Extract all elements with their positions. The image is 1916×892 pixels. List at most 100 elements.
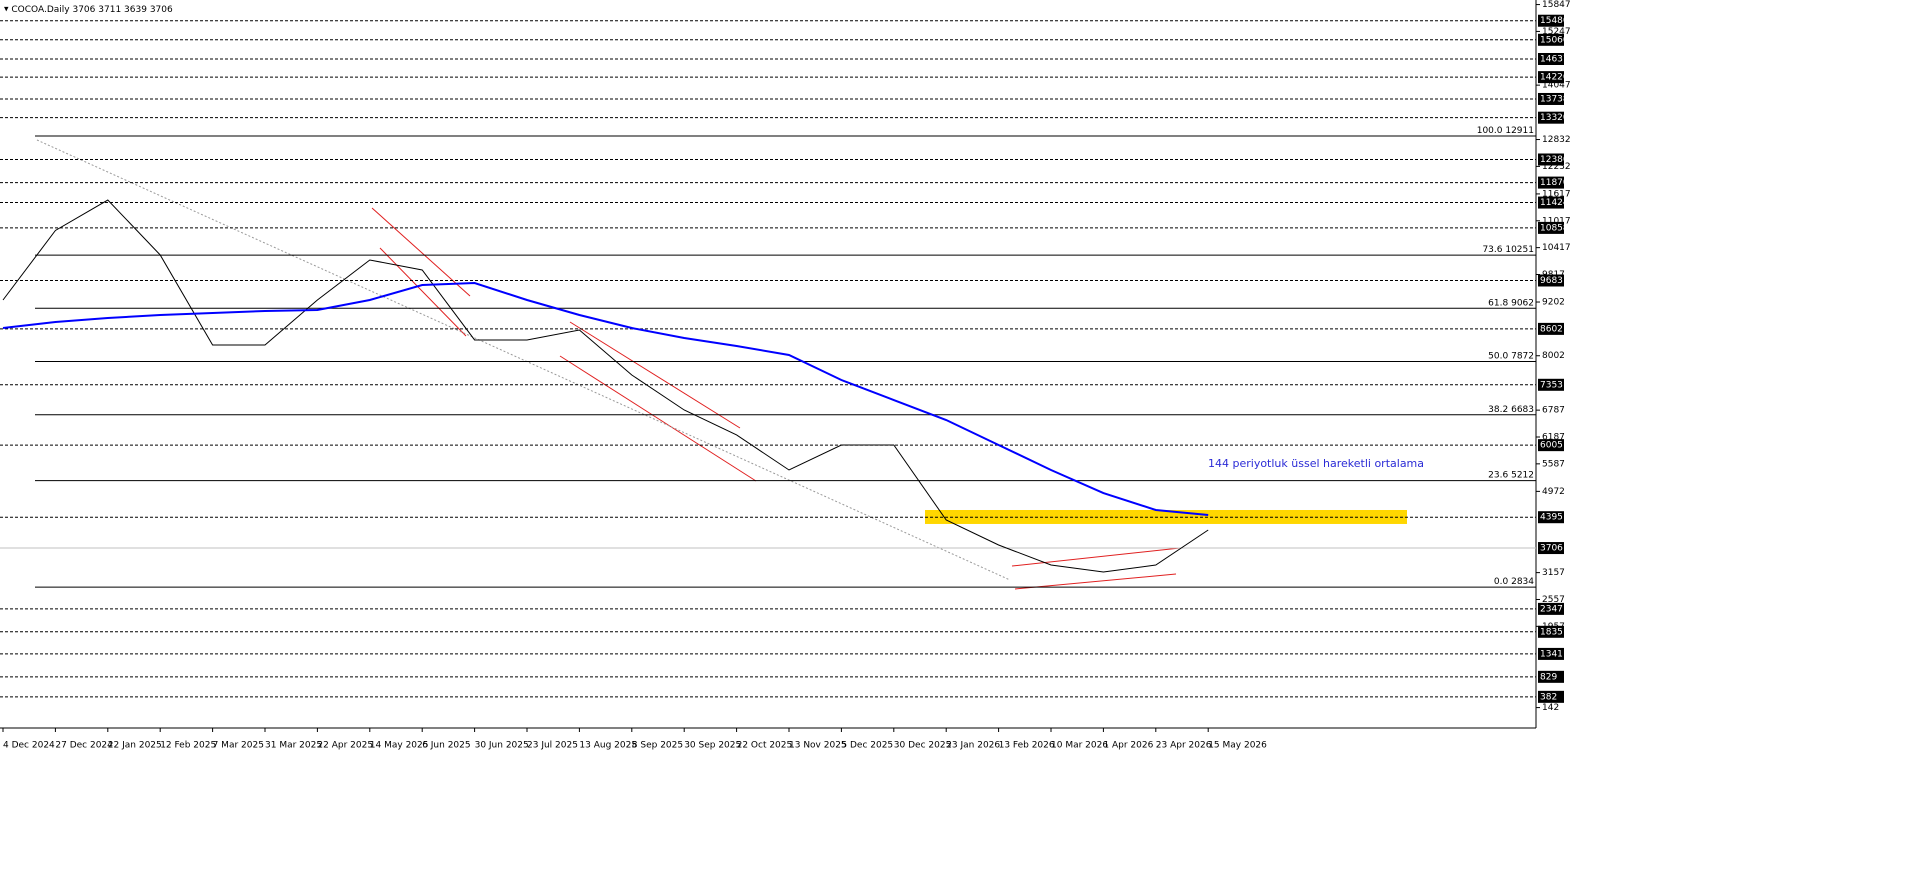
level-label: 11870 <box>1540 178 1569 188</box>
high: 3711 <box>98 5 121 15</box>
open: 3706 <box>72 5 95 15</box>
level-label-box <box>1538 92 1564 105</box>
level-label: 15060 <box>1540 35 1569 45</box>
channel-line <box>1011 547 1181 567</box>
current-price-label: 3706 <box>1540 544 1563 554</box>
level-label-box <box>1538 625 1564 638</box>
y-tick-label: 12832 <box>1542 135 1571 145</box>
x-tick-label: 22 Apr 2025 <box>317 741 373 751</box>
level-label-box <box>1538 439 1564 452</box>
y-tick-label: 5587 <box>1542 459 1565 469</box>
channel-line <box>569 321 741 429</box>
y-tick-label: 6787 <box>1542 406 1565 416</box>
symbol: COCOA.Daily <box>11 5 70 15</box>
x-tick-label: 23 Jan 2026 <box>946 741 1000 751</box>
level-label-box <box>1538 71 1564 84</box>
fib-value: 6683 <box>1511 404 1534 414</box>
fib-level: 73.6 <box>1482 245 1502 255</box>
y-tick-label: 11017 <box>1542 216 1571 226</box>
y-tick-label: 2557 <box>1542 595 1565 605</box>
fib-value: 9062 <box>1511 298 1534 308</box>
x-tick-label: 6 Jun 2025 <box>422 741 470 751</box>
x-tick-label: 15 May 2026 <box>1208 741 1267 751</box>
fib-value: 2834 <box>1511 577 1534 587</box>
level-label-box <box>1538 670 1564 683</box>
trendline <box>36 139 1011 581</box>
x-tick-label: 13 Aug 2025 <box>579 741 637 751</box>
level-label: 13738 <box>1540 94 1569 104</box>
level-label: 1341 <box>1540 649 1563 659</box>
fib-value: 10251 <box>1505 245 1534 255</box>
x-tick-label: 7 Mar 2025 <box>213 741 264 751</box>
close: 3706 <box>150 5 173 15</box>
y-tick-label: 6187 <box>1542 432 1565 442</box>
level-label-box <box>1538 690 1564 703</box>
y-tick-label: 8002 <box>1542 351 1565 361</box>
x-tick-label: 5 Dec 2025 <box>841 741 893 751</box>
fib-level: 50.0 <box>1488 351 1508 361</box>
channel-line <box>559 355 757 482</box>
level-label: 14226 <box>1540 73 1569 83</box>
fib-label: 38.2 6683 <box>1488 404 1534 414</box>
fib-level: 100.0 <box>1477 125 1503 135</box>
y-tick-label: 12232 <box>1542 162 1571 172</box>
level-label: 6005 <box>1540 441 1563 451</box>
plot-area <box>0 0 1536 728</box>
level-label: 9683 <box>1540 276 1563 286</box>
chart-header: ▾ COCOA.Daily 3706 3711 3639 3706 <box>4 5 173 15</box>
ema-line <box>2 281 1209 517</box>
level-label-box <box>1538 378 1564 391</box>
fib-level: 61.8 <box>1488 298 1508 308</box>
x-tick-label: 1 Apr 2026 <box>1103 741 1153 751</box>
fib-value: 12911 <box>1505 125 1534 135</box>
x-tick-label: 4 Dec 2024 <box>3 741 55 751</box>
level-label: 10858 <box>1540 223 1569 233</box>
level-label: 12386 <box>1540 155 1569 165</box>
y-tick-label: 15247 <box>1542 27 1571 37</box>
x-tick-label: 12 Feb 2025 <box>160 741 216 751</box>
y-tick-label: 15847 <box>1542 0 1571 10</box>
level-label: 14631 <box>1540 54 1569 64</box>
x-tick-label: 23 Apr 2026 <box>1156 741 1212 751</box>
x-tick-label: 23 Jul 2025 <box>527 741 578 751</box>
level-label: 2347 <box>1540 604 1563 614</box>
level-label: 13320 <box>1540 113 1569 123</box>
fib-label: 73.6 10251 <box>1482 245 1534 255</box>
channels <box>371 207 1181 590</box>
y-tick-label: 4972 <box>1542 487 1565 497</box>
fib-level: 38.2 <box>1488 404 1508 414</box>
channel-line <box>379 247 467 337</box>
x-tick-label: 27 Dec 2024 <box>55 741 113 751</box>
fib-label: 0.0 2834 <box>1494 577 1534 587</box>
y-tick-label: 11617 <box>1542 189 1571 199</box>
y-tick-label: 9202 <box>1542 298 1565 308</box>
level-label-box <box>1538 153 1564 166</box>
level-label: 829 <box>1540 672 1557 682</box>
x-tick-label: 13 Feb 2026 <box>999 741 1055 751</box>
level-label-box <box>1538 602 1564 615</box>
fib-level: 0.0 <box>1494 577 1509 587</box>
x-tick-label: 30 Jun 2025 <box>475 741 529 751</box>
fib-label: 100.0 12911 <box>1477 125 1534 135</box>
x-tick-label: 31 Mar 2025 <box>265 741 322 751</box>
channel-line <box>371 207 471 297</box>
level-label-box <box>1538 33 1564 46</box>
x-tick-label: 30 Dec 2025 <box>894 741 952 751</box>
level-label-box <box>1538 221 1564 234</box>
fib-label: 23.6 5212 <box>1488 470 1534 480</box>
fib-level: 23.6 <box>1488 470 1508 480</box>
x-tick-label: 22 Oct 2025 <box>737 741 793 751</box>
level-label: 8602 <box>1540 324 1563 334</box>
x-tick-label: 30 Sep 2025 <box>684 741 741 751</box>
level-label: 1835 <box>1540 627 1563 637</box>
level-label: 11424 <box>1540 198 1569 208</box>
level-label-box <box>1538 14 1564 27</box>
current-price-box <box>1538 542 1564 555</box>
x-tick-label: 13 Nov 2025 <box>789 741 847 751</box>
level-label-box <box>1538 52 1564 65</box>
x-tick-label: 22 Jan 2025 <box>108 741 162 751</box>
fib-value: 7872 <box>1511 351 1534 361</box>
level-label: 382 <box>1540 692 1557 702</box>
channel-line <box>1014 573 1177 590</box>
